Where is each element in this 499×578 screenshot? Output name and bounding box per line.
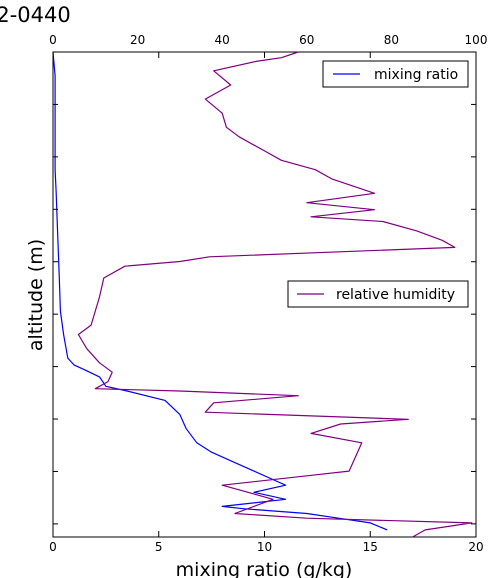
- x2-tick-label-0: 0: [49, 33, 57, 47]
- x-tick-label-1: 5: [155, 540, 163, 554]
- x2-tick-label-5: 100: [465, 33, 488, 47]
- axes-layer: 0 5 10 15 20 0 20 40 60 80 100: [49, 33, 487, 554]
- legend-mixing-ratio-label: mixing ratio: [374, 67, 458, 83]
- x2-tick-label-4: 80: [384, 33, 399, 47]
- x2-tick-label-1: 20: [130, 33, 145, 47]
- series-line-mixing-ratio: [52, 51, 388, 531]
- series-layer: [52, 51, 473, 538]
- y-axis-label: altitude (m): [25, 239, 47, 351]
- x-tick-label-3: 15: [363, 540, 378, 554]
- x-tick-label-0: 0: [49, 540, 57, 554]
- x2-tick-label-2: 40: [215, 33, 230, 47]
- series-line-relative-humidity: [77, 51, 473, 538]
- legend-mixing-ratio: mixing ratio: [322, 60, 469, 88]
- x-tick-label-4: 20: [468, 540, 483, 554]
- x-axis-label: mixing ratio (g/kg): [176, 559, 353, 578]
- x-tick-label-2: 10: [257, 540, 272, 554]
- chart-title: 02-0440: [0, 3, 71, 27]
- legend-relative-humidity-label: relative humidity: [336, 287, 455, 303]
- x2-tick-label-3: 60: [299, 33, 314, 47]
- legend-relative-humidity: relative humidity: [287, 280, 469, 308]
